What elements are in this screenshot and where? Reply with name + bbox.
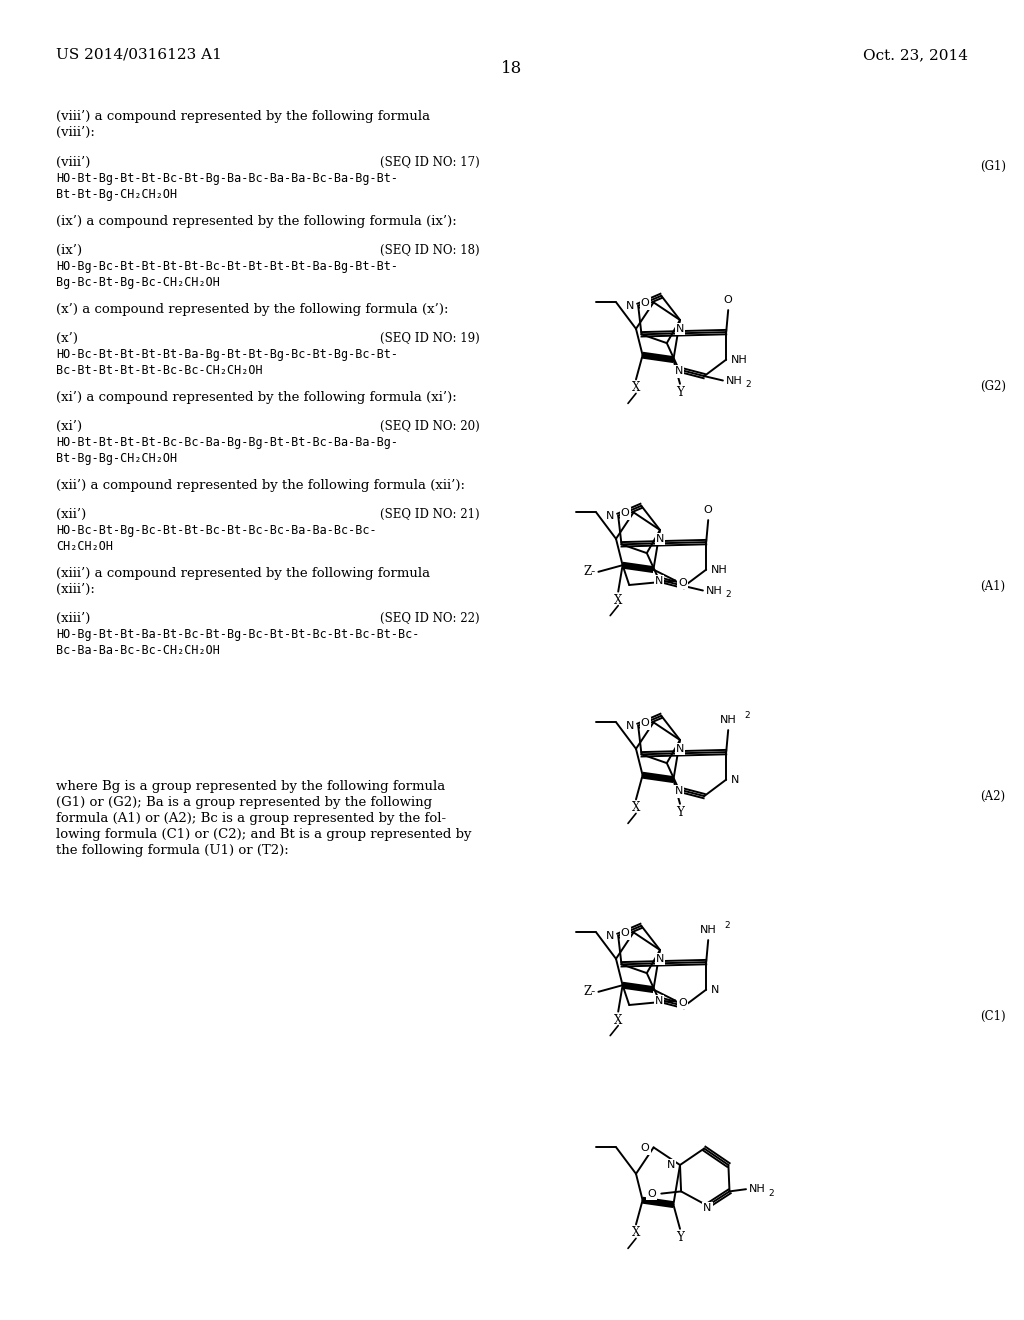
Text: (A2): (A2): [980, 789, 1006, 803]
Text: Y: Y: [676, 1230, 684, 1243]
Text: O: O: [724, 296, 732, 305]
Text: (x’) a compound represented by the following formula (x’):: (x’) a compound represented by the follo…: [56, 304, 449, 315]
Text: NH: NH: [726, 375, 742, 385]
Text: (G1) or (G2); Ba is a group represented by the following: (G1) or (G2); Ba is a group represented …: [56, 796, 432, 809]
Text: O: O: [678, 998, 687, 1007]
Text: (SEQ ID NO: 19): (SEQ ID NO: 19): [380, 333, 480, 345]
Text: US 2014/0316123 A1: US 2014/0316123 A1: [56, 48, 222, 62]
Text: Bg-Bc-Bt-Bg-Bc-CH₂CH₂OH: Bg-Bc-Bt-Bg-Bc-CH₂CH₂OH: [56, 276, 220, 289]
Text: Oct. 23, 2014: Oct. 23, 2014: [863, 48, 968, 62]
Text: NH: NH: [712, 565, 728, 574]
Text: NH: NH: [720, 715, 736, 725]
Text: O: O: [641, 298, 649, 309]
Text: (viii’):: (viii’):: [56, 125, 95, 139]
Text: Y: Y: [676, 805, 684, 818]
Text: (ix’) a compound represented by the following formula (ix’):: (ix’) a compound represented by the foll…: [56, 215, 457, 228]
Text: CH₂CH₂OH: CH₂CH₂OH: [56, 540, 113, 553]
Text: N: N: [675, 367, 683, 376]
Text: (xi’): (xi’): [56, 420, 82, 433]
Text: (xiii’): (xiii’): [56, 612, 90, 624]
Text: N: N: [626, 301, 634, 310]
Text: N: N: [676, 323, 684, 334]
Text: X: X: [632, 801, 640, 814]
Text: N: N: [667, 1160, 675, 1170]
Text: O: O: [647, 1188, 656, 1199]
Text: HO-Bc-Bt-Bt-Bt-Bt-Ba-Bg-Bt-Bt-Bg-Bc-Bt-Bg-Bc-Bt-: HO-Bc-Bt-Bt-Bt-Bt-Ba-Bg-Bt-Bt-Bg-Bc-Bt-B…: [56, 348, 398, 360]
Text: (SEQ ID NO: 22): (SEQ ID NO: 22): [380, 612, 479, 624]
Text: where Bg is a group represented by the following formula: where Bg is a group represented by the f…: [56, 780, 445, 793]
Text: HO-Bt-Bt-Bt-Bt-Bc-Bc-Ba-Bg-Bg-Bt-Bt-Bc-Ba-Ba-Bg-: HO-Bt-Bt-Bt-Bt-Bc-Bc-Ba-Bg-Bg-Bt-Bt-Bc-B…: [56, 436, 398, 449]
Text: HO-Bg-Bc-Bt-Bt-Bt-Bt-Bc-Bt-Bt-Bt-Bt-Ba-Bg-Bt-Bt-: HO-Bg-Bc-Bt-Bt-Bt-Bt-Bc-Bt-Bt-Bt-Bt-Ba-B…: [56, 260, 398, 273]
Text: O: O: [621, 928, 630, 939]
Text: X: X: [614, 594, 623, 607]
Text: (A1): (A1): [980, 579, 1006, 593]
Text: NH: NH: [706, 586, 723, 595]
Text: Bc-Ba-Ba-Bc-Bc-CH₂CH₂OH: Bc-Ba-Ba-Bc-Bc-CH₂CH₂OH: [56, 644, 220, 657]
Text: 2: 2: [724, 921, 730, 931]
Text: 2: 2: [744, 380, 751, 389]
Text: (xi’) a compound represented by the following formula (xi’):: (xi’) a compound represented by the foll…: [56, 391, 457, 404]
Text: N: N: [655, 954, 665, 964]
Text: (x’): (x’): [56, 333, 78, 345]
Text: Bc-Bt-Bt-Bt-Bt-Bc-Bc-CH₂CH₂OH: Bc-Bt-Bt-Bt-Bt-Bc-Bc-CH₂CH₂OH: [56, 364, 262, 378]
Text: HO-Bg-Bt-Bt-Ba-Bt-Bc-Bt-Bg-Bc-Bt-Bt-Bc-Bt-Bc-Bt-Bc-: HO-Bg-Bt-Bt-Ba-Bt-Bc-Bt-Bg-Bc-Bt-Bt-Bc-B…: [56, 628, 420, 642]
Text: (SEQ ID NO: 21): (SEQ ID NO: 21): [380, 508, 479, 521]
Text: N: N: [606, 511, 614, 520]
Text: (xiii’) a compound represented by the following formula: (xiii’) a compound represented by the fo…: [56, 568, 430, 579]
Text: lowing formula (C1) or (C2); and Bt is a group represented by: lowing formula (C1) or (C2); and Bt is a…: [56, 828, 471, 841]
Text: N: N: [676, 744, 684, 754]
Text: Bt-Bt-Bg-CH₂CH₂OH: Bt-Bt-Bg-CH₂CH₂OH: [56, 187, 177, 201]
Text: N: N: [626, 721, 634, 731]
Text: (SEQ ID NO: 17): (SEQ ID NO: 17): [380, 156, 480, 169]
Text: formula (A1) or (A2); Bc is a group represented by the fol-: formula (A1) or (A2); Bc is a group repr…: [56, 812, 446, 825]
Text: (xii’) a compound represented by the following formula (xii’):: (xii’) a compound represented by the fol…: [56, 479, 465, 492]
Text: N: N: [712, 985, 720, 994]
Text: N: N: [654, 577, 664, 586]
Text: O: O: [703, 506, 713, 515]
Text: (C1): (C1): [980, 1010, 1006, 1023]
Text: Z-: Z-: [583, 565, 595, 578]
Text: O: O: [621, 508, 630, 519]
Text: 2: 2: [744, 711, 750, 721]
Text: Y: Y: [676, 385, 684, 399]
Text: X: X: [614, 1014, 623, 1027]
Text: (G2): (G2): [980, 380, 1006, 393]
Text: N: N: [654, 997, 664, 1006]
Text: NH: NH: [699, 925, 717, 935]
Text: O: O: [641, 718, 649, 729]
Text: NH: NH: [731, 355, 748, 364]
Text: (viii’) a compound represented by the following formula: (viii’) a compound represented by the fo…: [56, 110, 430, 123]
Text: (G1): (G1): [980, 160, 1006, 173]
Text: N: N: [731, 775, 739, 784]
Text: NH: NH: [749, 1184, 766, 1195]
Text: (xiii’):: (xiii’):: [56, 583, 95, 597]
Text: HO-Bc-Bt-Bg-Bc-Bt-Bt-Bc-Bt-Bc-Bc-Ba-Ba-Bc-Bc-: HO-Bc-Bt-Bg-Bc-Bt-Bt-Bc-Bt-Bc-Bc-Ba-Ba-B…: [56, 524, 377, 537]
Text: O: O: [641, 1143, 649, 1154]
Text: 18: 18: [502, 59, 522, 77]
Text: 2: 2: [768, 1189, 773, 1197]
Text: N: N: [606, 931, 614, 941]
Text: (viii’): (viii’): [56, 156, 90, 169]
Text: 2: 2: [725, 590, 730, 599]
Text: X: X: [632, 381, 640, 395]
Text: Z-: Z-: [583, 985, 595, 998]
Text: (ix’): (ix’): [56, 244, 82, 257]
Text: N: N: [675, 787, 683, 796]
Text: O: O: [678, 578, 687, 587]
Text: N: N: [655, 535, 665, 544]
Text: N: N: [703, 1203, 712, 1213]
Text: (SEQ ID NO: 20): (SEQ ID NO: 20): [380, 420, 480, 433]
Text: (xii’): (xii’): [56, 508, 86, 521]
Text: (SEQ ID NO: 18): (SEQ ID NO: 18): [380, 244, 479, 257]
Text: the following formula (U1) or (T2):: the following formula (U1) or (T2):: [56, 843, 289, 857]
Text: Bt-Bg-Bg-CH₂CH₂OH: Bt-Bg-Bg-CH₂CH₂OH: [56, 451, 177, 465]
Text: X: X: [632, 1226, 640, 1239]
Text: HO-Bt-Bg-Bt-Bt-Bc-Bt-Bg-Ba-Bc-Ba-Ba-Bc-Ba-Bg-Bt-: HO-Bt-Bg-Bt-Bt-Bc-Bt-Bg-Ba-Bc-Ba-Ba-Bc-B…: [56, 172, 398, 185]
